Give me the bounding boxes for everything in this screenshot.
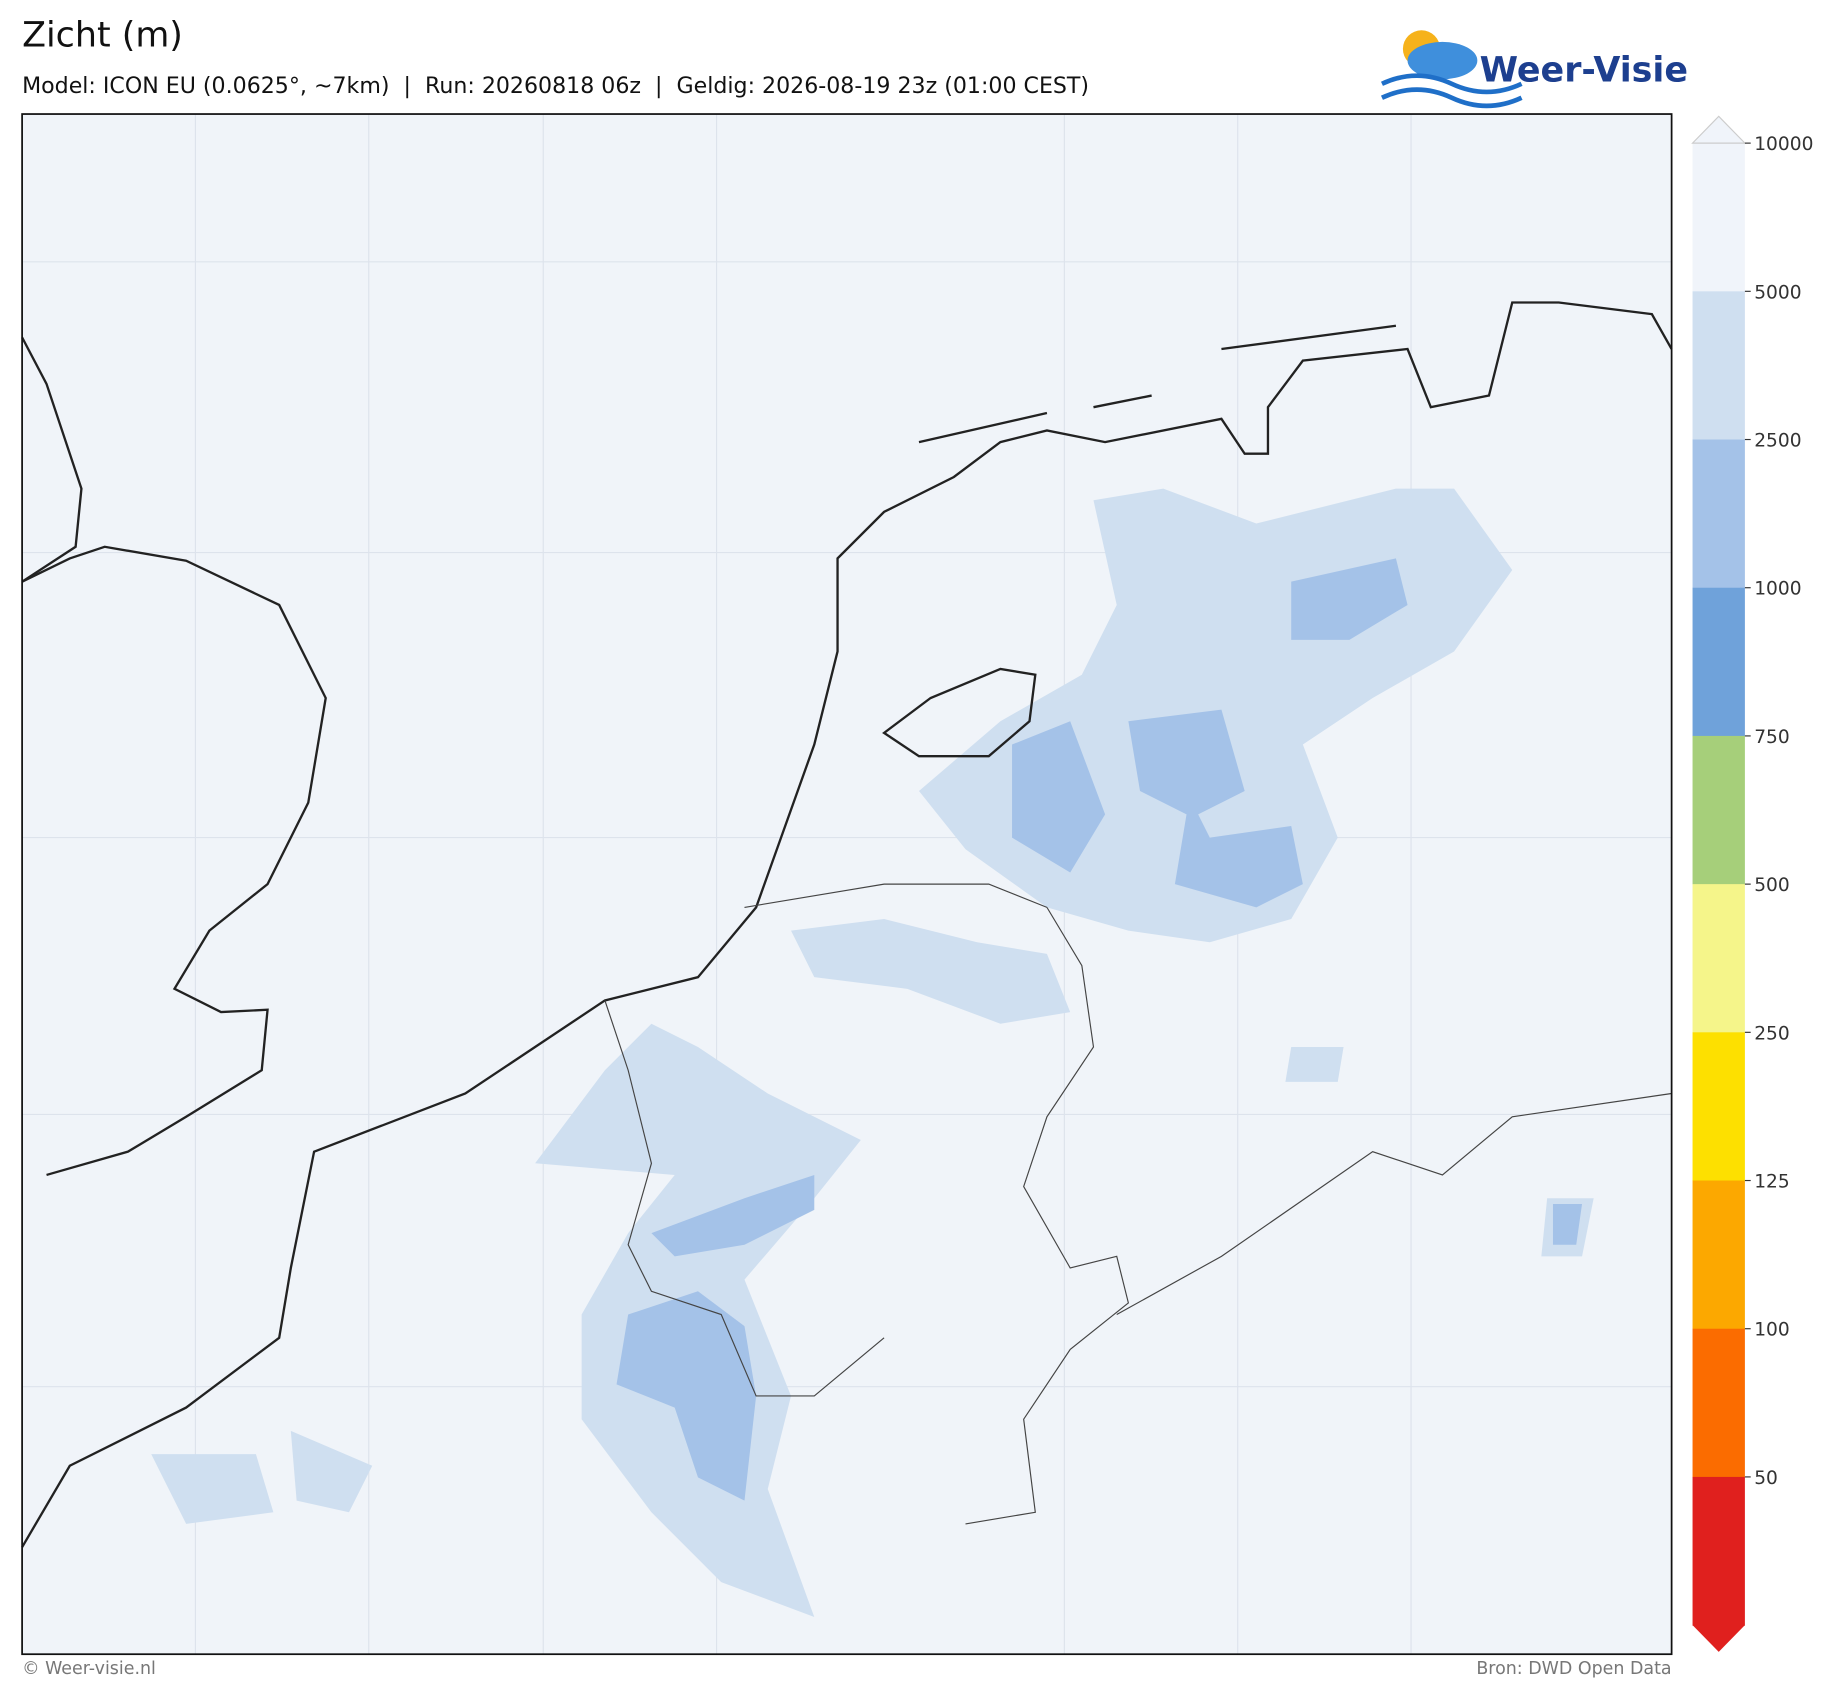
footer-right: Bron: DWD Open Data — [1476, 1659, 1671, 1679]
colorbar: 10000 5000 2500 1000 750 500 250 125 100 50 — [1691, 115, 1813, 1652]
colorbar-tick-label: 125 — [1754, 1172, 1790, 1193]
colorbar-band — [1692, 587, 1745, 737]
map — [21, 113, 1673, 1656]
colorbar-band — [1692, 1328, 1745, 1478]
footer-left: © Weer-visie.nl — [22, 1659, 156, 1679]
colorbar-band — [1692, 143, 1745, 292]
subtitle: Model: ICON EU (0.0625°, ~7km) | Run: 20… — [22, 73, 1089, 99]
colorbar-tick-label: 250 — [1754, 1023, 1790, 1044]
logo: Weer-Visie — [1380, 30, 1688, 109]
colorbar-band — [1692, 1032, 1745, 1182]
colorbar-band — [1692, 735, 1745, 885]
colorbar-band — [1692, 439, 1745, 589]
colorbar-tick-label: 5000 — [1754, 282, 1801, 303]
colorbar-band — [1692, 884, 1745, 1033]
colorbar-tick-label: 1000 — [1754, 579, 1801, 600]
colorbar-band — [1692, 1476, 1745, 1626]
colorbar-band — [1692, 1180, 1745, 1330]
colorbar-extend-top — [1691, 115, 1747, 144]
colorbar-extend-bottom — [1692, 1625, 1745, 1652]
colorbar-tick-label: 50 — [1754, 1468, 1778, 1489]
colorbar-band — [1692, 291, 1745, 441]
colorbar-tick-label: 10000 — [1754, 134, 1813, 155]
logo-text: Weer-Visie — [1480, 50, 1688, 90]
colorbar-tick-label: 750 — [1754, 727, 1790, 748]
colorbar-tick-label: 100 — [1754, 1320, 1790, 1341]
colorbar-tick-label: 2500 — [1754, 431, 1801, 452]
title: Zicht (m) — [22, 16, 183, 56]
colorbar-tick-label: 500 — [1754, 875, 1790, 896]
